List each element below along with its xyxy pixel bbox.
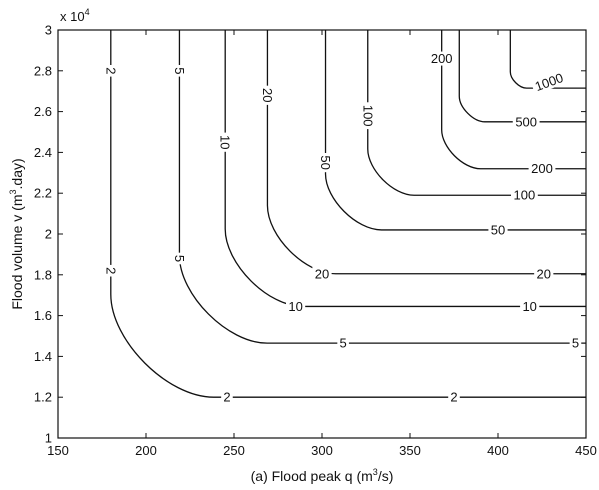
contour-label-background — [103, 264, 118, 277]
contour-label: 2 — [223, 390, 230, 405]
contour-label: 20 — [537, 266, 551, 281]
contour-line-50 — [324, 30, 586, 231]
x-tick-label: 200 — [135, 443, 157, 458]
contour-line-200 — [441, 30, 586, 170]
y-tick-label: 1.4 — [34, 349, 52, 364]
y-tick-label: 1.2 — [34, 390, 52, 405]
contour-label: 200 — [531, 161, 553, 176]
contour-label-group: 20 — [260, 85, 275, 105]
contour-label-group: 20 — [534, 266, 554, 281]
contour-label: 10 — [522, 299, 536, 314]
contour-label-group: 500 — [512, 114, 540, 129]
contour-label: 20 — [315, 266, 329, 281]
contour-label-background — [286, 299, 306, 314]
contour-label: 5 — [340, 336, 347, 351]
contour-label: 500 — [515, 114, 537, 129]
contour-label-background — [511, 188, 538, 203]
contour-label-group: 10 — [520, 299, 540, 314]
contour-label-group: 50 — [318, 153, 333, 173]
contour-label-background — [520, 299, 540, 314]
contour-label: 50 — [318, 155, 333, 169]
contour-label: 10 — [288, 299, 302, 314]
contour-line-500 — [458, 30, 586, 123]
contour-label-background — [318, 153, 333, 173]
contour-label-background — [312, 266, 332, 281]
contour-label-background — [337, 336, 349, 351]
contour-label-background — [428, 51, 456, 66]
contour-label-group: 2 — [103, 264, 118, 277]
contour-label: 10 — [218, 135, 233, 149]
contour-line-1000 — [509, 30, 586, 89]
x-tick-label: 300 — [311, 443, 333, 458]
contour-label: 200 — [431, 51, 453, 66]
y-multiplier: x 104 — [60, 7, 90, 24]
contour-label-background — [448, 390, 460, 405]
contour-label-group: 5 — [337, 336, 349, 351]
contour-label: 20 — [260, 88, 275, 102]
x-tick-label: 150 — [47, 443, 69, 458]
contour-label-group: 5 — [172, 252, 187, 265]
contour-label-group: 100 — [511, 188, 538, 203]
x-tick-label: 450 — [575, 443, 597, 458]
contour-label-group: 10 — [286, 299, 306, 314]
contour-label: 100 — [514, 188, 536, 203]
contour-label: 5 — [172, 67, 187, 74]
contour-label-group: 200 — [528, 161, 556, 176]
contour-label-group: 5 — [172, 65, 187, 77]
y-tick-label: 1.8 — [34, 267, 52, 282]
y-tick-label: 3 — [45, 23, 52, 38]
contour-label-background — [103, 65, 118, 77]
contour-label-background — [512, 114, 540, 129]
y-tick-label: 1.6 — [34, 308, 52, 323]
contour-label-group: 5 — [569, 336, 582, 351]
contour-label-background — [172, 252, 187, 265]
x-tick-label: 250 — [223, 443, 245, 458]
y-tick-label: 2.6 — [34, 104, 52, 119]
x-ticks: 150 200 250 300 350 400 450 — [47, 30, 597, 458]
x-tick-label: 350 — [399, 443, 421, 458]
contour-line-2 — [110, 30, 586, 398]
contour-label: 2 — [450, 390, 457, 405]
contour-label-group: 100 — [360, 102, 375, 130]
contour-label-background — [528, 161, 556, 176]
contour-label-group: 20 — [312, 266, 332, 281]
contour-label-group: 10 — [218, 132, 233, 152]
contour-label-group: 2 — [448, 390, 460, 405]
contour-label-background — [569, 336, 582, 351]
y-tick-label: 2.8 — [34, 63, 52, 78]
contour-label-group: 2 — [103, 65, 118, 77]
y-tick-label: 1 — [45, 431, 52, 446]
x-axis-title: (a) Flood peak q (m3/s) — [251, 467, 394, 484]
plot-frame — [57, 29, 587, 439]
contour-label-background — [260, 85, 275, 105]
contour-label: 2 — [103, 267, 118, 274]
contour-label-background — [530, 69, 568, 95]
contour-label: 100 — [360, 105, 375, 127]
contour-label-background — [221, 390, 233, 405]
contour-label-group: 2 — [221, 390, 233, 405]
contour-label-group: 200 — [428, 51, 456, 66]
y-tick-label: 2.2 — [34, 186, 52, 201]
contour-label-background — [488, 222, 508, 237]
contour-label: 5 — [572, 336, 579, 351]
contour-label-background — [360, 102, 375, 130]
y-tick-label: 2 — [45, 227, 52, 242]
x-tick-label: 400 — [487, 443, 509, 458]
contour-label: 50 — [491, 222, 505, 237]
contour-label-background — [534, 266, 554, 281]
contour-label: 5 — [172, 255, 187, 262]
contour-label-group: 50 — [488, 222, 508, 237]
contour-label-background — [172, 65, 187, 77]
contour-label-background — [218, 132, 233, 152]
y-axis-title: Flood volume v (m3.day) — [8, 158, 25, 309]
y-ticks: 1 1.2 1.4 1.6 1.8 2 2.2 2.4 2.6 2.8 3 — [34, 23, 586, 446]
y-tick-label: 2.4 — [34, 145, 52, 160]
contour-line-100 — [367, 30, 586, 196]
contour-label: 2 — [103, 67, 118, 74]
